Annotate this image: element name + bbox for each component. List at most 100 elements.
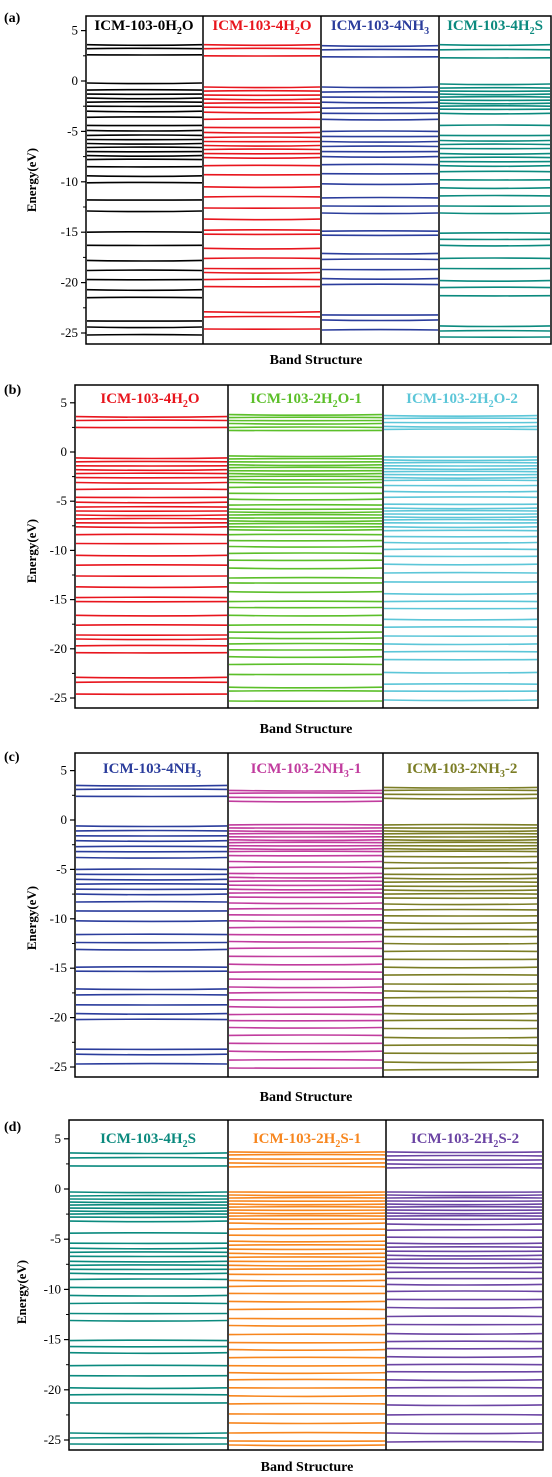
panel-c-band-3-level-7	[383, 830, 538, 833]
panel-c-ytick-label-2: 0	[61, 812, 68, 827]
panel-a-plot-frame	[85, 15, 552, 345]
panel-d-band-2-level-13	[228, 1212, 386, 1215]
panel-d-band-3-level-31	[386, 1306, 543, 1309]
panel-c-band-3-level-16	[383, 861, 538, 864]
panel-c-bands	[75, 784, 538, 1071]
panel-c-yaxis: 5 0 -5 -10 -15 -20 -25	[50, 763, 75, 1074]
panel-d-plot-frame	[68, 1119, 544, 1451]
panel-d-band-3-level-37	[386, 1355, 543, 1359]
panel-b-title-2: ICM-103-2H2O-1	[250, 391, 362, 410]
panel-b-xlabel: Band Structure	[260, 722, 353, 737]
panel-c-ytick-label-7: -25	[50, 1059, 67, 1074]
panel-a-ylabel: Energy(eV)	[24, 148, 39, 212]
panel-d-ytick-label-4: -10	[44, 1281, 61, 1296]
panel-d-band-1-level-10	[69, 1210, 228, 1213]
panel-d-band-2-level-22	[228, 1252, 386, 1255]
panel-a-band-4-level-19	[439, 152, 551, 155]
panel-c-ylabel: Energy(eV)	[24, 886, 39, 950]
panel-a-band-4-level-25	[439, 187, 551, 190]
panel-b-band-3-level-43	[383, 671, 538, 674]
panel-c-band-2-level-31	[228, 940, 383, 943]
panel-c-band-2-level-16	[228, 860, 383, 863]
panel-a-ytick-label-6: -20	[61, 275, 78, 290]
panel-b-ylabel: Energy(eV)	[24, 519, 39, 583]
panel-d-ytick-label-1: 5	[55, 1131, 62, 1146]
panel-a-band-1-level-4	[86, 82, 203, 85]
panel-c-band-2-level-37	[228, 986, 383, 989]
panel-b-plot-frame	[74, 384, 539, 709]
panel-c-band-3-level-22	[383, 889, 538, 892]
panel-b-ytick-label-1: 5	[61, 395, 68, 410]
panel-c-band-2-level-19	[228, 876, 383, 879]
panel-d-band-3-level-4	[386, 1163, 543, 1166]
panel-c-ytick-label-5: -15	[50, 960, 67, 975]
panel-a-band-4-level-1	[439, 43, 551, 47]
panel-b-band-2-level-13	[228, 472, 383, 475]
panel-a-band-1-level-10	[86, 110, 203, 113]
panel-d-band-3-level-28	[386, 1283, 543, 1286]
panel-c-band-3-level-19	[383, 877, 538, 880]
panel-c-frame	[74, 752, 539, 1078]
panel-d-band-3-level-13	[386, 1212, 543, 1215]
panel-d-band-2-level-34	[228, 1324, 386, 1327]
panel-a-band-3-level-31	[321, 319, 439, 322]
panel-c-band-1-level-25	[75, 988, 228, 991]
panel-b-ytick-label-4: -10	[50, 542, 67, 557]
panel-a-band-3-level-16	[321, 155, 439, 158]
panel-b-frame	[74, 384, 539, 709]
panel-d-title-3: ICM-103-2H2S-2	[411, 1131, 519, 1150]
panel-a-ytick-label-2: 0	[72, 73, 79, 88]
panel-c-band-2-level-46	[228, 1050, 383, 1053]
panel-b-ytick-label-2: 0	[61, 444, 68, 459]
panel-a-band-1-level-25	[86, 210, 203, 213]
panel-c-ytick-label-3: -5	[56, 861, 67, 876]
panel-c-band-3-level-1	[383, 786, 538, 789]
panel-c-band-1-level-1	[75, 784, 228, 787]
panel-d-band-2-level-4	[228, 1162, 386, 1165]
panel-a-band-3-level-4	[321, 86, 439, 89]
panel-c-band-3-level-40	[383, 1012, 538, 1015]
panel-a-frame	[85, 15, 552, 345]
panel-b-band-2-level-37	[228, 590, 383, 594]
panel-d-label: (d)	[4, 1120, 21, 1135]
panel-b-band-2-level-46	[228, 655, 383, 659]
panel-c-band-2-level-1	[228, 789, 383, 792]
panel-d-band-2-level-49	[228, 1444, 386, 1447]
panel-c-title-2: ICM-103-2NH3-1	[251, 761, 362, 780]
panel-c-band-2-level-43	[228, 1026, 383, 1029]
panel-b-band-3-level-4	[383, 425, 538, 428]
panel-a-title-4: ICM-103-4H2S	[447, 18, 543, 37]
panel-c-band-1-level-7	[75, 839, 228, 843]
panel-d-ytick-label-2: 0	[55, 1181, 62, 1196]
panel-c-band-3-level-37	[383, 990, 538, 993]
panel-d-ytick-label-6: -20	[44, 1382, 61, 1397]
panel-d-band-1-level-19	[69, 1260, 228, 1263]
panel-a: (a) 5 0 -5 -10 -15 -20 -25 ICM-103-0H2O ICM-10…	[4, 11, 552, 368]
panel-c-band-2-level-10	[228, 839, 383, 842]
panel-a-band-1-level-31	[86, 288, 203, 292]
panel-d-band-2-level-7	[228, 1194, 386, 1197]
panel-b-bands	[75, 413, 538, 702]
panel-b-band-3-level-34	[383, 592, 538, 596]
panel-a-band-4-level-13	[439, 112, 551, 115]
panel-d-band-3-level-16	[386, 1223, 543, 1226]
panel-b-yaxis: 5 0 -5 -10 -15 -20 -25	[50, 395, 75, 705]
panel-c-band-2-level-28	[228, 920, 383, 923]
panel-b-band-3-level-13	[383, 476, 538, 479]
panel-c-band-3-level-43	[383, 1036, 538, 1039]
panel-b-band-2-level-40	[228, 614, 383, 617]
panel-a-band-1-level-34	[86, 326, 203, 329]
panel-d-yaxis: 5 0 -5 -10 -15 -20 -25	[44, 1131, 69, 1447]
panel-b-band-2-level-16	[228, 481, 383, 484]
panel-a-bands	[86, 43, 551, 338]
panel-d: (d) 5 0 -5 -10 -15 -20 -25 ICM-103-4H2S ICM-10…	[4, 1119, 544, 1475]
panel-c-band-2-level-22	[228, 888, 383, 891]
panel-a-label: (a)	[4, 11, 21, 26]
panel-d-band-3-level-46	[386, 1432, 543, 1435]
panel-a-title-3: ICM-103-4NH3	[331, 18, 429, 37]
panel-d-band-1-level-1	[69, 1152, 228, 1155]
panel-c-xlabel: Band Structure	[260, 1090, 353, 1105]
panel-a-band-3-level-1	[321, 44, 439, 48]
panel-b-title-1: ICM-103-4H2O	[100, 391, 199, 410]
